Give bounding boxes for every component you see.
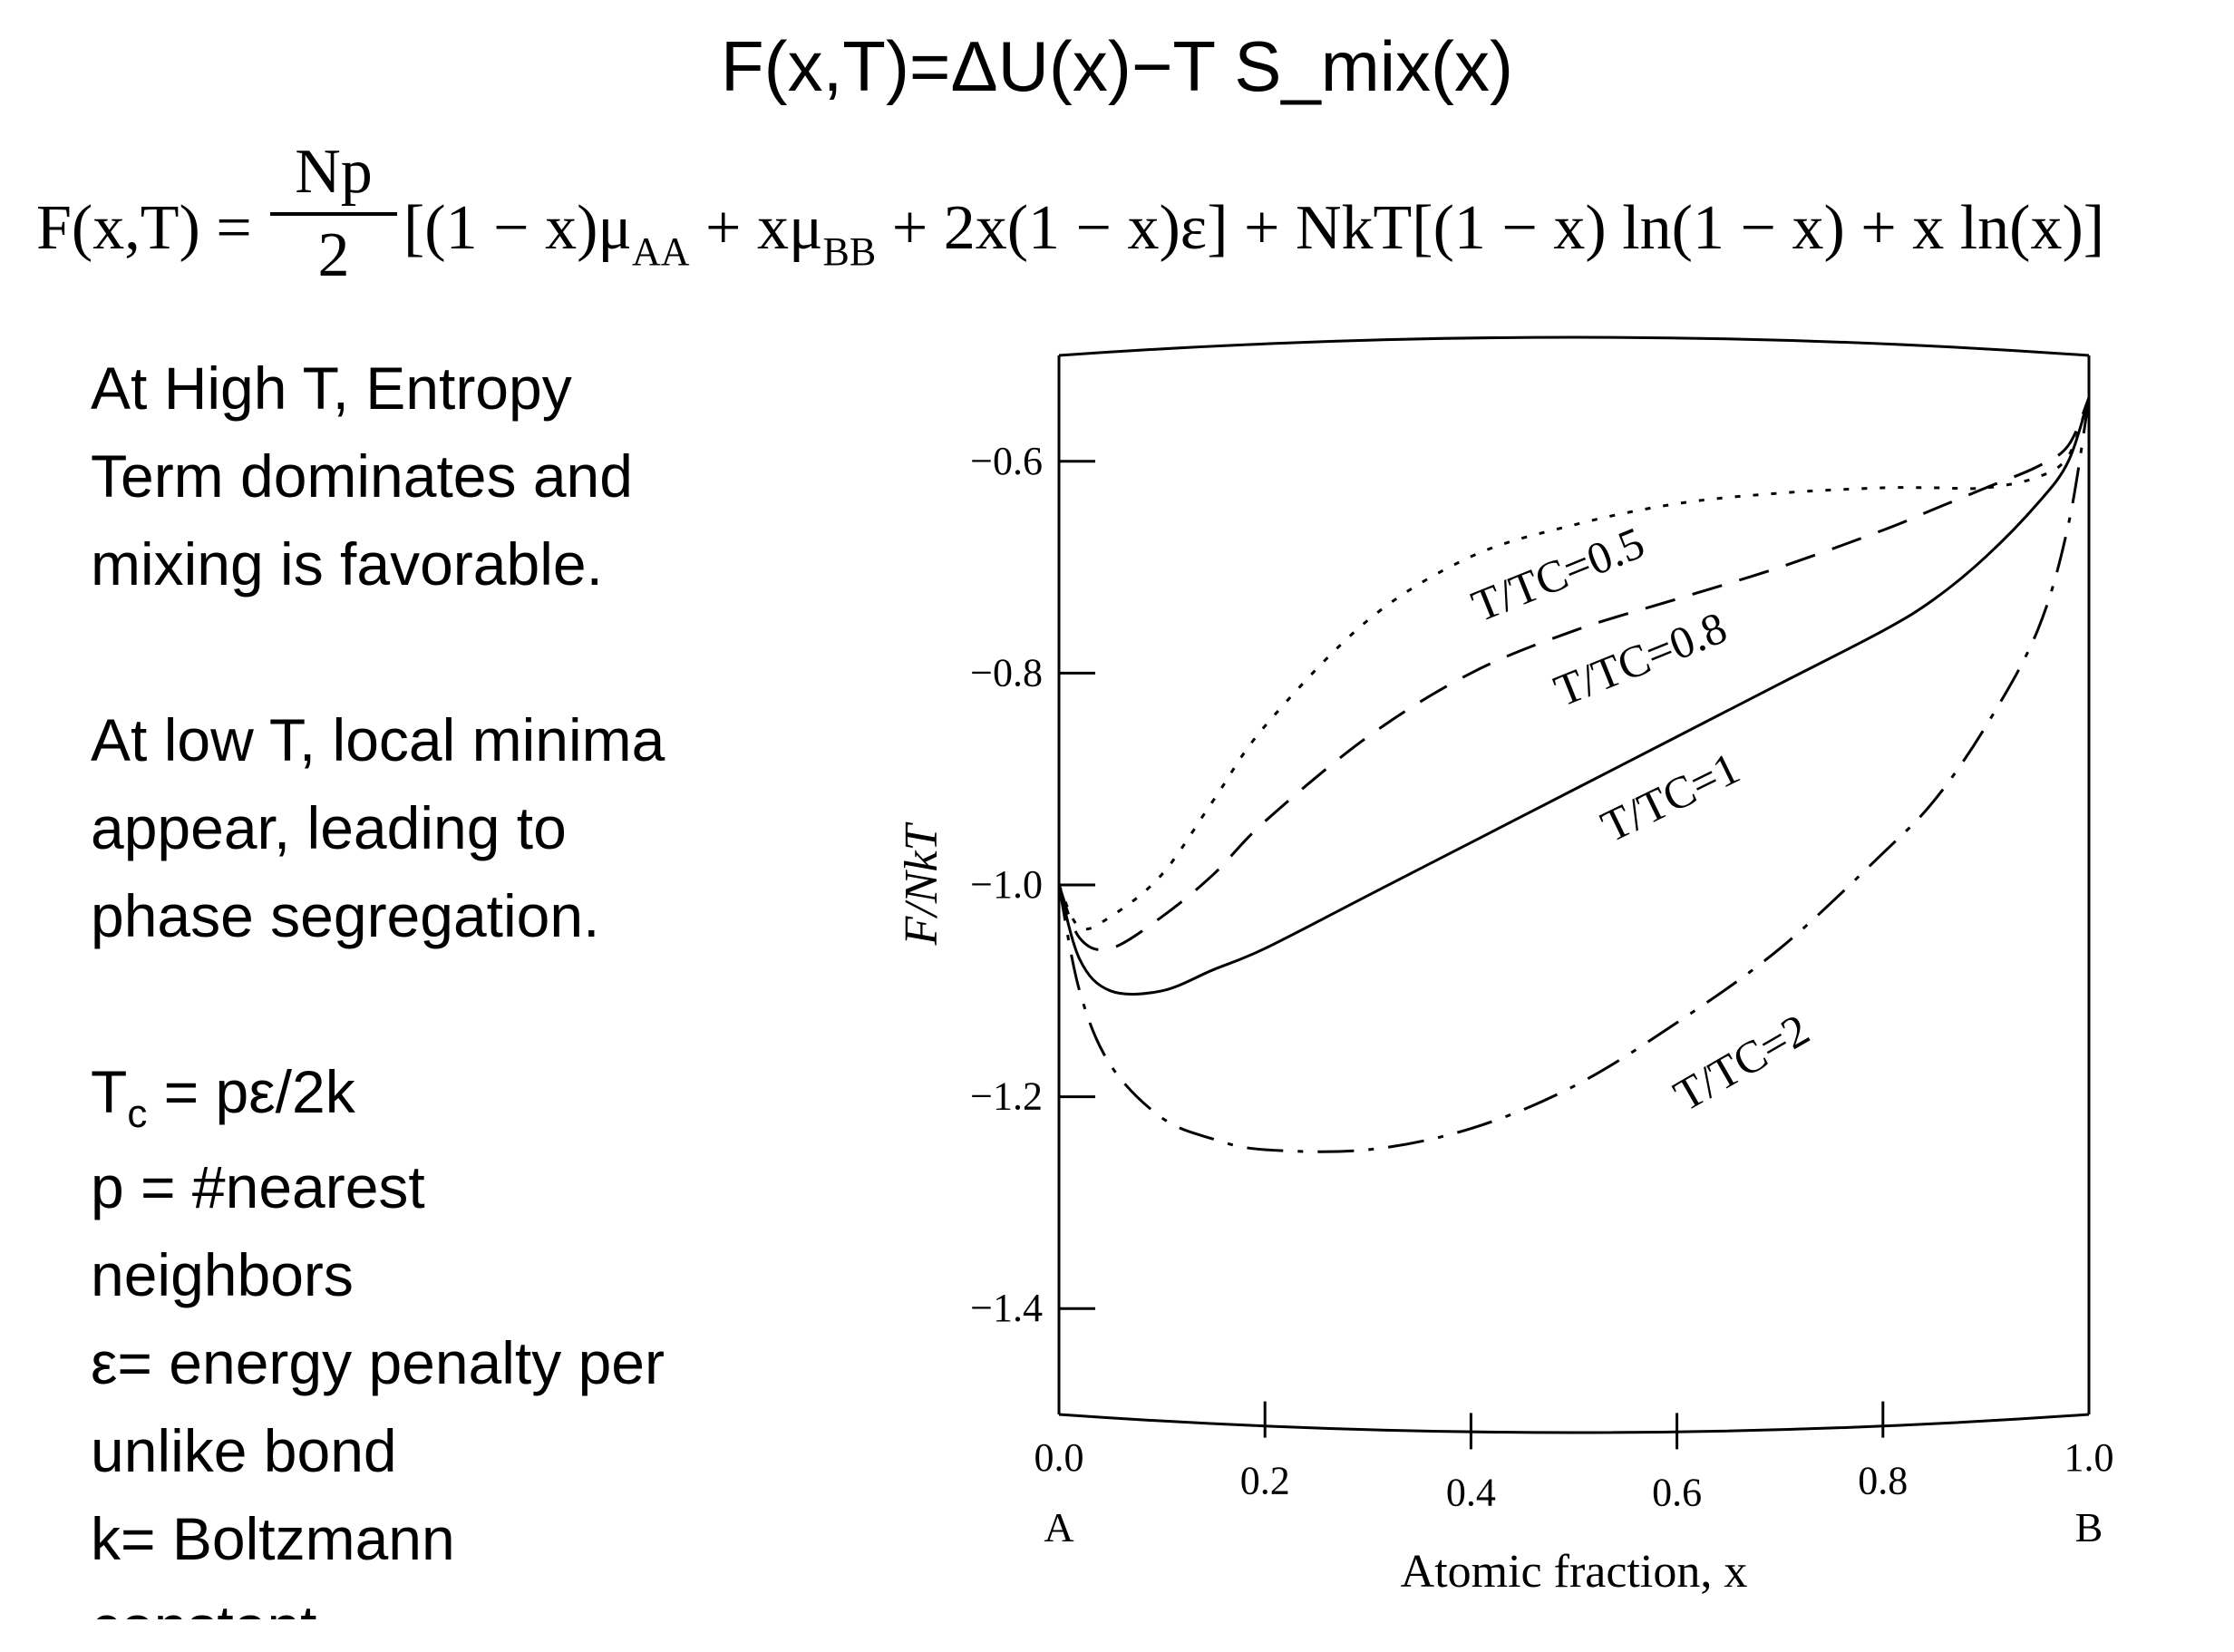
y-tick-label: −1.0 [970,862,1043,907]
equation-rhs: [(1 − x)μAA + xμBB + 2x(1 − x)ε] + NkT[(… [403,192,2105,274]
tc-subscript: c [127,1092,148,1136]
text-line: neighbors [91,1241,354,1308]
x-tick-label: 0.2 [1240,1459,1290,1503]
y-tick-label: −0.6 [970,439,1043,483]
x-end-label-b: B [2075,1504,2103,1550]
series-line-2 [1057,397,2091,996]
axes-layer [1057,335,2091,1450]
x-tick-label: 0.8 [1858,1459,1908,1503]
text-line: At low T, local minima [91,706,665,773]
fraction-numerator: Np [295,137,373,207]
x-axis-line [1058,1413,2090,1434]
series-line-3 [1057,397,2091,1153]
y-tick-label: −1.4 [970,1286,1043,1330]
x-axis-label: Atomic fraction, x [1401,1546,1748,1598]
text-line: unlike bond [91,1417,397,1484]
text-line: constant [91,1583,816,1619]
subscript-bb: BB [822,229,877,274]
y-tick-label: −0.8 [970,650,1043,695]
fraction-denominator: 2 [317,220,350,290]
equation-lhs: F(x,T) = [36,193,252,263]
text-line: At High T, Entropy [91,355,572,422]
series-label-2: T/TC=1 [1593,742,1747,851]
series-layer [1057,397,2091,1153]
explanation-text: At High T, Entropy Term dominates and mi… [91,345,816,1619]
text-line: appear, leading to [91,794,567,861]
y-tick-label: −1.2 [970,1074,1043,1119]
equation-part-c: + 2x(1 − x)ε] + NkT[(1 − x) ln(1 − x) + … [876,193,2105,263]
text-line: p = #nearest [91,1153,425,1220]
tc-definition: Tc = pε/2k [91,1048,816,1143]
text-line: k= Boltzmann [91,1505,455,1572]
text-line: ε= energy penalty per [91,1329,665,1396]
x-tick-label: 0.6 [1652,1470,1702,1514]
x-tick-label: 0.0 [1034,1435,1084,1480]
tc-symbol: T [91,1058,128,1125]
tc-formula: = pε/2k [147,1058,355,1125]
equation-part-a: [(1 − x)μ [403,193,632,263]
x-end-label-a: A [1044,1504,1073,1550]
equation-fraction: Np 2 [270,136,397,292]
plot-frame-top [1058,335,2090,357]
free-energy-equation: F(x,T) = Np 2 [(1 − x)μAA + xμBB + 2x(1 … [36,136,2212,290]
series-line-1 [1057,397,2091,952]
series-label-3: T/TC=2 [1666,1004,1818,1121]
text-line: phase segregation. [91,882,600,949]
x-tick-label: 1.0 [2064,1435,2114,1480]
subscript-aa: AA [631,229,690,274]
y-axis-label: F/NkT [896,821,947,946]
fraction-bar [270,212,397,216]
page-title: F(x,T)=ΔU(x)−T S_mix(x) [721,26,1513,106]
equation-part-b: + xμ [689,193,823,263]
text-line: Term dominates and [91,442,633,510]
x-tick-label: 0.4 [1446,1470,1496,1514]
series-line-0 [1057,397,2091,931]
series-label-1: T/TC=0.8 [1547,601,1734,715]
text-line: mixing is favorable. [91,530,603,598]
